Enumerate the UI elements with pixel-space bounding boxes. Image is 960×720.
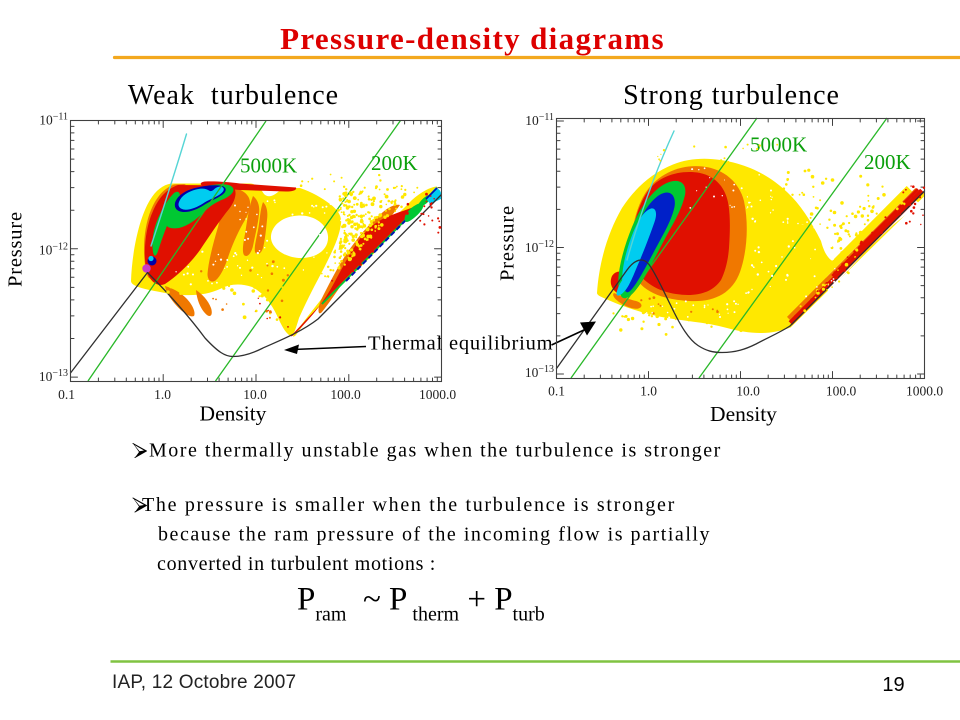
svg-text:0.1: 0.1 (548, 384, 565, 399)
svg-text:200K: 200K (864, 150, 911, 174)
svg-text:Thermal equilibrium: Thermal equilibrium (368, 333, 553, 355)
svg-text:Weak turbulence: Weak turbulence (128, 80, 339, 111)
svg-text:IAP, 12 Octobre 2007: IAP, 12 Octobre 2007 (112, 672, 296, 693)
svg-text:100.0: 100.0 (826, 384, 857, 399)
svg-text:1000.0: 1000.0 (906, 384, 943, 399)
svg-text:because the ram pressure of th: because the ram pressure of the incoming… (158, 524, 711, 546)
svg-text:5000K: 5000K (750, 133, 807, 157)
svg-text:10.0: 10.0 (243, 387, 267, 402)
svg-text:0.1: 0.1 (58, 387, 75, 402)
svg-text:1.0: 1.0 (154, 387, 171, 402)
svg-text:100.0: 100.0 (330, 387, 361, 402)
svg-text:Strong turbulence: Strong turbulence (623, 80, 840, 111)
svg-text:1000.0: 1000.0 (419, 387, 456, 402)
svg-text:200K: 200K (371, 151, 418, 175)
svg-text:Pressure: Pressure (5, 211, 27, 287)
svg-text:19: 19 (882, 674, 904, 696)
svg-text:The pressure is smaller when t: The pressure is smaller when the turbule… (142, 494, 676, 516)
svg-text:5000K: 5000K (240, 154, 297, 178)
svg-text:More thermally unstable gas wh: More thermally unstable gas when the tur… (149, 440, 722, 462)
svg-text:Pressure: Pressure (497, 205, 519, 281)
svg-text:Pressure-density diagrams: Pressure-density diagrams (280, 21, 665, 56)
svg-text:Density: Density (710, 402, 777, 426)
svg-text:1.0: 1.0 (640, 384, 657, 399)
svg-text:10.0: 10.0 (736, 384, 760, 399)
svg-text:Density: Density (200, 402, 267, 426)
svg-text:converted in turbulent motions: converted in turbulent motions : (157, 553, 436, 575)
